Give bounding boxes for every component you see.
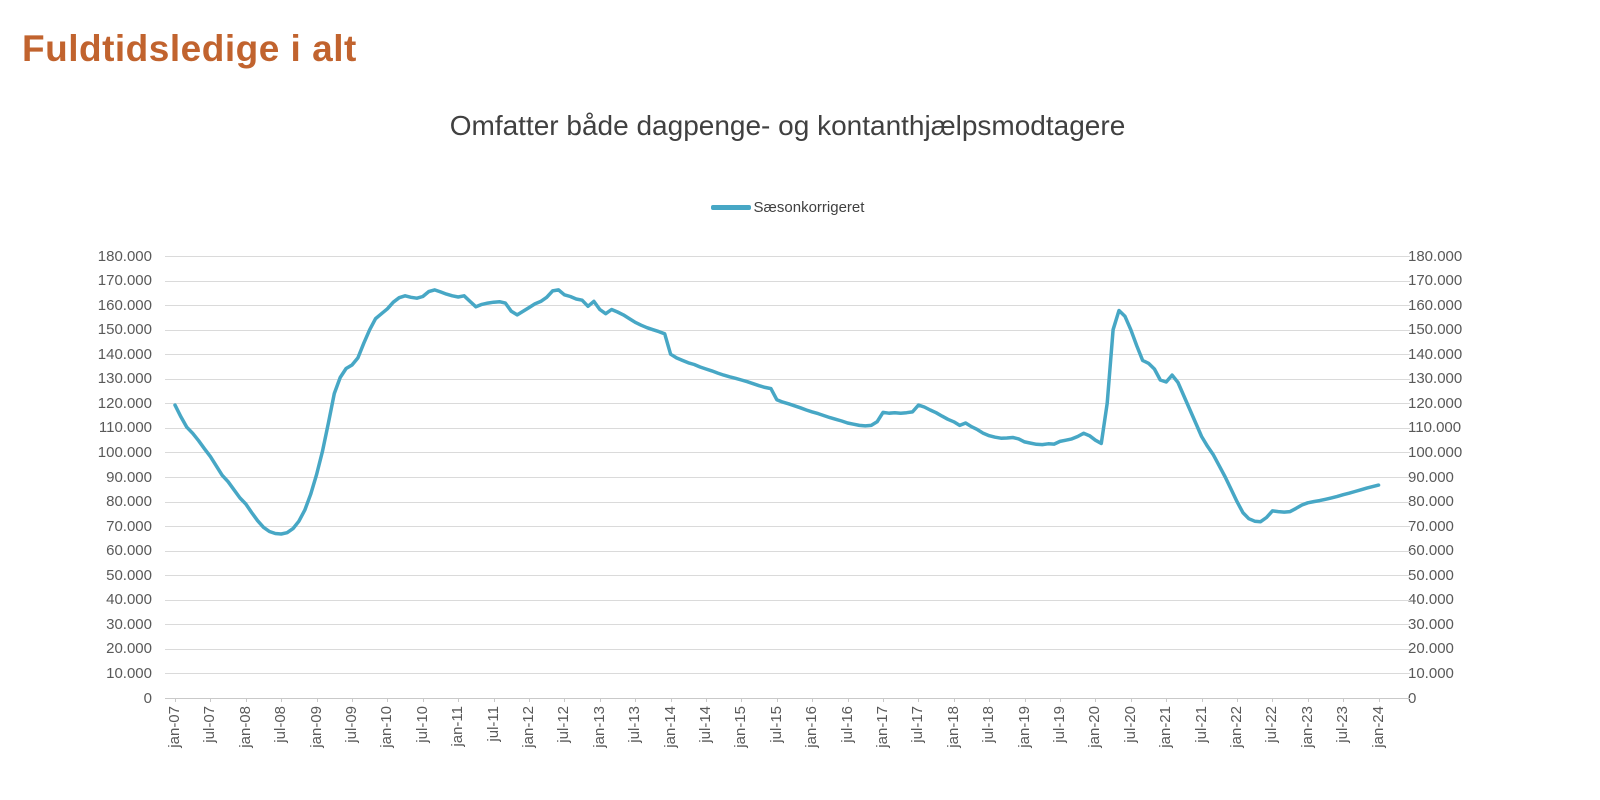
y-tick-label-right: 150.000 [1408,321,1463,339]
y-tick-label-right: 120.000 [1408,394,1463,412]
x-tick-label: jul-13 [626,706,644,743]
x-tick-label: jul-21 [1192,706,1210,743]
x-tick-label: jan-21 [1157,706,1175,748]
y-tick-label-right: 60.000 [1408,542,1454,560]
y-tick-label-right: 130.000 [1408,370,1463,388]
y-tick-label-left: 100.000 [97,443,152,461]
y-tick-label-left: 160.000 [97,296,152,314]
y-tick-label-left: 150.000 [97,321,152,339]
y-tick-label-left: 70.000 [106,517,152,535]
x-tick-label: jan-22 [1228,706,1245,748]
x-tick-label: jul-23 [1334,706,1352,743]
y-tick-label-left: 10.000 [106,664,152,682]
x-tick-label: jul-09 [343,706,360,743]
y-tick-label-right: 50.000 [1408,566,1454,584]
x-tick-label: jan-20 [1086,706,1104,748]
x-tick-label: jul-15 [767,706,785,743]
y-tick-label-left: 130.000 [97,370,152,388]
y-tick-label-right: 10.000 [1408,664,1454,682]
y-tick-label-right: 160.000 [1408,296,1463,314]
y-tick-label-right: 100.000 [1408,443,1463,461]
y-tick-label-right: 40.000 [1408,591,1454,609]
y-tick-label-left: 110.000 [98,419,152,437]
x-tick-label: jan-09 [307,706,325,748]
y-tick-label-right: 80.000 [1408,493,1454,511]
y-tick-label-left: 180.000 [97,247,152,265]
y-tick-label-left: 30.000 [106,615,152,633]
line-chart-plot [165,256,1410,702]
chart-title: Omfatter både dagpenge- og kontanthjælps… [449,110,1126,141]
x-tick-label: jul-19 [1051,706,1068,743]
x-tick-label: jul-17 [909,706,927,743]
x-tick-label: jul-20 [1121,706,1139,743]
x-tick-label: jul-22 [1263,706,1281,743]
y-tick-label-left: 50.000 [106,566,152,584]
legend-series-label: Sæsonkorrigeret [753,199,865,216]
x-tick-label: jul-12 [555,706,573,743]
x-tick-label: jan-18 [944,706,962,748]
y-tick-label-left: 120.000 [97,394,152,412]
x-tick-label: jul-14 [697,706,714,743]
y-tick-label-left: 80.000 [106,493,152,511]
x-tick-label: jan-23 [1298,706,1316,748]
x-tick-label: jan-12 [520,706,537,748]
x-tick-label: jan-13 [590,706,608,748]
x-tick-label: jan-24 [1369,706,1387,748]
y-tick-label-right: 180.000 [1408,247,1463,265]
y-tick-label-left: 90.000 [106,468,152,486]
x-tick-label: jul-08 [272,706,290,743]
x-tick-label: jul-07 [201,706,219,743]
y-tick-label-right: 110.000 [1408,419,1462,437]
y-tick-label-right: 70.000 [1408,517,1454,535]
x-tick-label: jan-11 [449,706,467,747]
x-tick-label: jul-16 [838,706,856,743]
y-tick-label-left: 140.000 [97,345,152,363]
legend-line-swatch [710,205,751,210]
y-tick-label-right: 0 [1408,689,1417,707]
x-tick-label: jan-17 [874,706,891,748]
x-tick-label: jan-10 [378,706,396,748]
x-tick-label: jan-15 [732,706,750,748]
y-tick-label-left: 60.000 [106,542,152,560]
chart-legend: Sæsonkorrigeret [165,199,1410,216]
y-tick-label-left: 170.000 [97,272,152,290]
series-line [173,288,1381,536]
y-tick-label-left: 40.000 [106,591,152,609]
y-tick-label-left: 0 [143,689,152,707]
y-tick-label-right: 30.000 [1408,615,1454,633]
x-tick-label: jan-07 [166,706,183,748]
x-tick-label: jul-10 [413,706,431,743]
y-tick-label-right: 170.000 [1408,272,1463,290]
page-title: Fuldtidsledige i alt [22,28,357,69]
y-tick-label-right: 140.000 [1408,345,1463,363]
y-tick-label-right: 90.000 [1408,468,1454,486]
x-tick-label: jul-11 [484,706,502,742]
y-tick-label-right: 20.000 [1408,640,1454,658]
y-tick-label-left: 20.000 [106,640,152,658]
x-tick-label: jan-16 [803,706,821,748]
x-tick-label: jan-19 [1015,706,1033,748]
x-tick-label: jul-18 [980,706,998,743]
x-tick-label: jan-08 [236,706,254,748]
x-tick-label: jan-14 [661,706,679,748]
